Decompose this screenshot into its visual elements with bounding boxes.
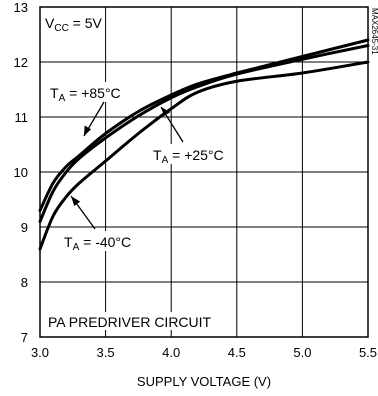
y-tick-label: 10 xyxy=(14,165,28,180)
vcc-value: = 5V xyxy=(69,15,103,31)
vcc-main: V xyxy=(45,15,55,31)
x-axis-title: SUPPLY VOLTAGE (V) xyxy=(137,374,271,389)
grid xyxy=(40,7,368,337)
x-tick-label: 5.5 xyxy=(359,345,377,360)
label-25c-subscript: A xyxy=(162,155,169,166)
circuit-label: PA PREDRIVER CIRCUIT xyxy=(48,314,212,330)
series-line xyxy=(38,60,370,251)
series-line xyxy=(38,38,370,212)
label-minus40c-value: = -40°C xyxy=(79,234,131,250)
x-tick-label: 4.0 xyxy=(162,345,180,360)
label-minus40c-background xyxy=(61,231,139,251)
x-tick-labels: 3.0 3.5 4.0 4.5 5.0 5.5 xyxy=(31,345,377,360)
label-25c-value: = +25°C xyxy=(168,147,223,163)
y-tick-label: 8 xyxy=(21,275,28,290)
series-line xyxy=(38,44,370,223)
y-tick-label: 9 xyxy=(21,220,28,235)
annotation-25c: TA = +25°C xyxy=(150,144,232,166)
part-code-label: MAX2645-31 xyxy=(370,8,378,55)
annotation-arrows xyxy=(70,101,184,230)
annotation-85c: TA = +85°C xyxy=(47,82,129,104)
label-85c: TA = +85°C xyxy=(50,85,121,104)
y-tick-label: 11 xyxy=(15,110,29,125)
label-minus40c-subscript: A xyxy=(73,242,80,253)
circuit-annotation: PA PREDRIVER CIRCUIT xyxy=(45,312,212,330)
label-85c-subscript: A xyxy=(59,93,66,104)
y-tick-label: 12 xyxy=(14,55,28,70)
label-25c: TA = +25°C xyxy=(153,147,224,166)
arrow-minus40c-head xyxy=(71,196,81,206)
vcc-annotation: VCC = 5V xyxy=(45,15,103,34)
label-85c-value: = +85°C xyxy=(65,85,120,101)
label-85c-background xyxy=(47,82,129,102)
y-tick-label: 13 xyxy=(14,0,28,15)
x-tick-label: 3.5 xyxy=(97,345,115,360)
x-tick-label: 3.0 xyxy=(31,345,49,360)
annotation-minus40c: TA = -40°C xyxy=(61,231,139,253)
x-tick-label: 4.5 xyxy=(228,345,246,360)
label-25c-main: T xyxy=(153,147,162,163)
circuit-label-background xyxy=(45,312,211,330)
label-85c-main: T xyxy=(50,85,59,101)
label-minus40c: TA = -40°C xyxy=(64,234,131,253)
label-25c-background xyxy=(150,144,232,164)
series-lines xyxy=(38,38,370,251)
y-tick-labels: 7 8 9 10 11 12 13 xyxy=(14,0,28,345)
vcc-subscript: CC xyxy=(54,23,68,34)
x-tick-label: 5.0 xyxy=(293,345,311,360)
arrow-25c-head xyxy=(161,107,171,116)
plot-frame xyxy=(39,6,369,338)
label-minus40c-main: T xyxy=(64,234,73,250)
y-tick-label: 7 xyxy=(21,330,28,345)
arrow-85c-head xyxy=(84,125,92,136)
